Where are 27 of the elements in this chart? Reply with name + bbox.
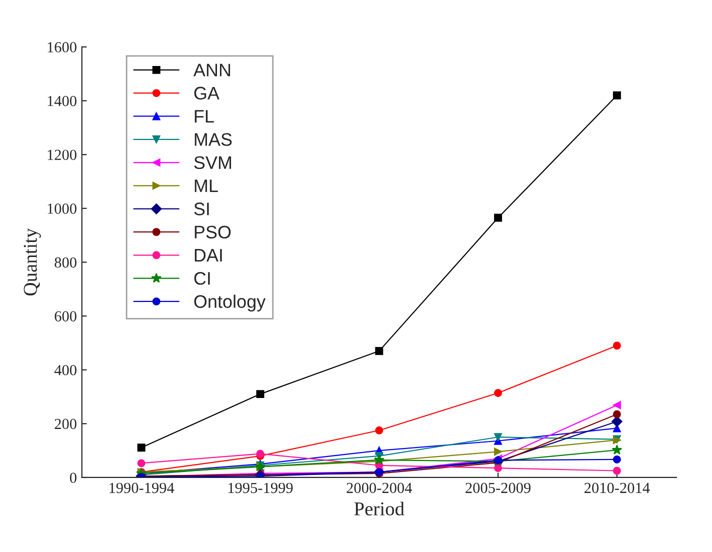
legend-label: ML bbox=[194, 180, 218, 192]
y-tick-label: 400 bbox=[54, 364, 76, 376]
legend-label: DAI bbox=[194, 249, 222, 262]
x-tick-label: 1990-1994 bbox=[110, 482, 174, 494]
legend-label: SVM bbox=[194, 156, 232, 170]
legend-label: CI bbox=[194, 272, 210, 285]
y-axis-title: Quantity bbox=[24, 228, 41, 296]
y-tick-label: 800 bbox=[54, 257, 76, 268]
x-tick-label: 2000-2004 bbox=[346, 482, 412, 494]
x-tick-label: 1995-1999 bbox=[228, 482, 293, 494]
y-tick-label: 0 bbox=[70, 472, 76, 483]
y-tick-label: 200 bbox=[54, 418, 76, 430]
legend-label: PSO bbox=[194, 226, 231, 238]
y-tick-label: 1200 bbox=[48, 150, 76, 160]
legend-label: GA bbox=[194, 86, 220, 100]
y-tick-label: 1600 bbox=[48, 42, 76, 52]
legend-label: FL bbox=[194, 110, 214, 123]
y-tick-label: 1400 bbox=[48, 96, 76, 106]
x-axis-title: Period bbox=[354, 502, 404, 516]
x-tick-label: 2010-2014 bbox=[584, 482, 650, 494]
legend-label: Ontology bbox=[194, 294, 266, 312]
y-tick-label: 1000 bbox=[48, 204, 76, 214]
y-tick-label: 600 bbox=[54, 311, 76, 322]
legend-label: ANN bbox=[193, 64, 230, 76]
x-tick-label: 2005-2009 bbox=[466, 482, 531, 494]
legend-label: SI bbox=[194, 202, 209, 216]
legend-label: MAS bbox=[194, 133, 232, 146]
